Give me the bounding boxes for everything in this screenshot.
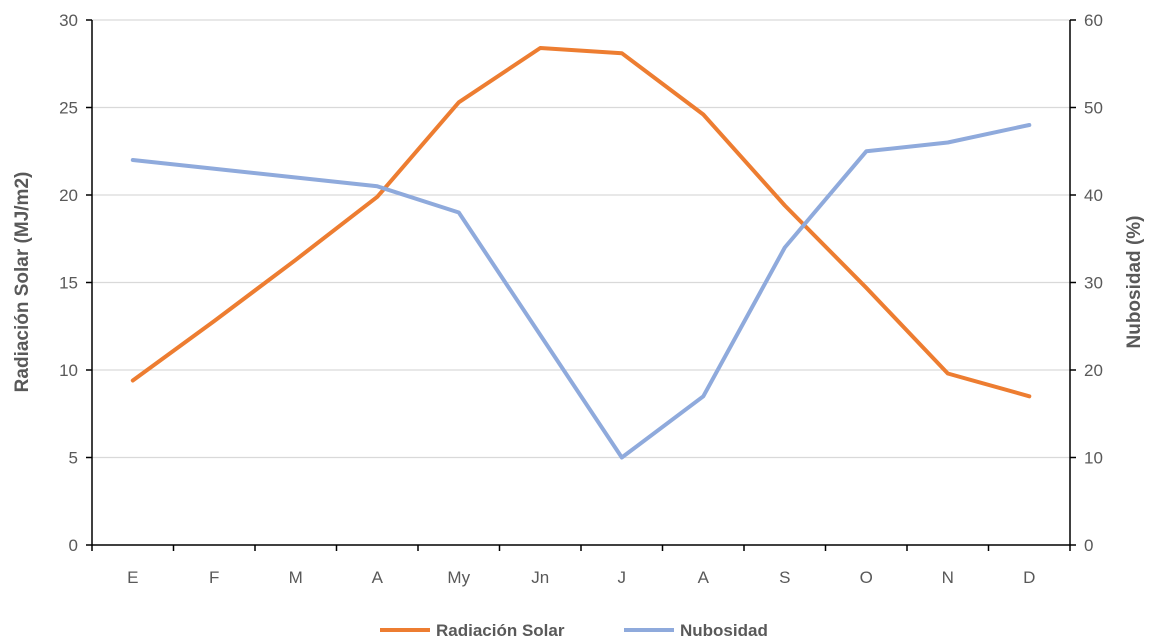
x-tick-label: O (860, 568, 873, 587)
y-tick-label: 0 (69, 536, 78, 555)
y2-tick-label: 40 (1084, 186, 1103, 205)
x-tick-label: A (698, 568, 710, 587)
series-line-radiacion (130, 46, 1032, 399)
y-axis-title: Radiación Solar (MJ/m2) (12, 172, 33, 393)
right-axis-ticks: 0 10 20 30 40 50 60 (1070, 11, 1103, 555)
y2-axis-title: Nubosidad (%) (1124, 216, 1145, 349)
y2-tick-label: 60 (1084, 11, 1103, 30)
x-tick-label: D (1023, 568, 1035, 587)
x-axis-ticks: E F M A My Jn J A S O N D (91, 545, 1071, 587)
y-tick-label: 10 (59, 361, 78, 380)
x-tick-label: E (127, 568, 138, 587)
x-tick-label: N (942, 568, 954, 587)
y2-tick-label: 0 (1084, 536, 1093, 555)
y-tick-label: 25 (59, 99, 78, 118)
series-lines (130, 46, 1032, 460)
left-axis-ticks: 0 5 10 15 20 25 30 (59, 11, 92, 555)
legend-label: Nubosidad (680, 621, 768, 640)
x-tick-label: S (779, 568, 790, 587)
x-tick-label: A (372, 568, 384, 587)
y2-tick-label: 50 (1084, 99, 1103, 118)
y2-tick-label: 30 (1084, 274, 1103, 293)
y-tick-label: 15 (59, 274, 78, 293)
y-tick-label: 20 (59, 186, 78, 205)
y-tick-label: 5 (69, 449, 78, 468)
x-tick-label: Jn (531, 568, 549, 587)
legend-label: Radiación Solar (436, 621, 565, 640)
series-line-nubosidad (130, 123, 1032, 460)
x-tick-label: M (289, 568, 303, 587)
y-tick-label: 30 (59, 11, 78, 30)
x-tick-label: My (447, 568, 470, 587)
gridlines (92, 19, 1070, 459)
y2-tick-label: 10 (1084, 449, 1103, 468)
x-tick-label: F (209, 568, 219, 587)
x-tick-label: J (618, 568, 627, 587)
y2-tick-label: 20 (1084, 361, 1103, 380)
legend: Radiación Solar Nubosidad (380, 621, 768, 640)
